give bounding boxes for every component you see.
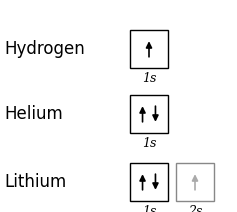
Bar (130, 30, 168, 68)
Bar (130, 163, 168, 201)
Text: Helium: Helium (4, 105, 63, 123)
Text: 1s: 1s (142, 72, 156, 85)
Text: 2s: 2s (188, 205, 202, 212)
Text: 1s: 1s (142, 137, 156, 150)
Bar (176, 163, 214, 201)
Text: 1s: 1s (142, 205, 156, 212)
Text: Hydrogen: Hydrogen (4, 40, 85, 58)
Text: Lithium: Lithium (4, 173, 66, 191)
Bar (130, 95, 168, 133)
